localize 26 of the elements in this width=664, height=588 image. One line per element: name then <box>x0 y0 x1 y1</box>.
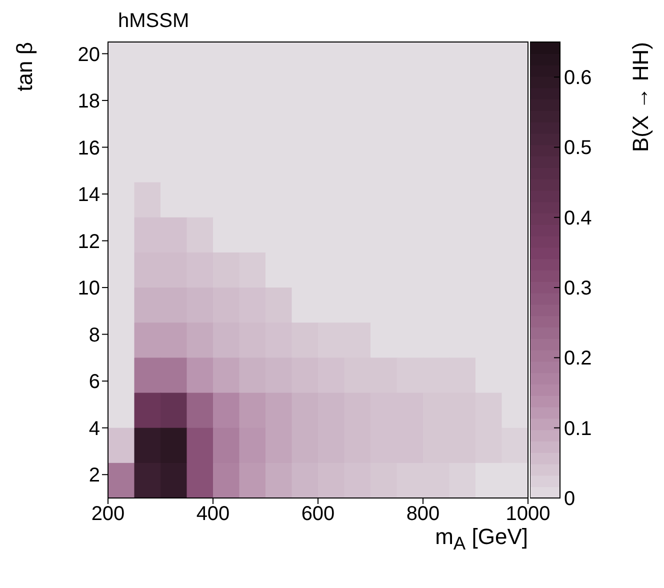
x-tick-label: 600 <box>301 503 335 526</box>
chart-title: hMSSM <box>118 10 190 33</box>
x-tick-label: 200 <box>91 503 125 526</box>
color-bar-title: B(X → HH) <box>628 42 654 152</box>
x-tick-label: 800 <box>406 503 440 526</box>
y-tick-label: 16 <box>78 137 100 160</box>
x-tick-label: 1000 <box>506 503 550 526</box>
y-tick-label: 8 <box>88 324 100 346</box>
y-tick-label: 10 <box>78 278 100 300</box>
y-tick-label: 20 <box>78 44 100 66</box>
y-tick-label: 2 <box>88 464 100 487</box>
y-tick-label: 4 <box>88 418 100 440</box>
y-axis-title: tan β <box>12 42 38 92</box>
color-bar-label: 0.3 <box>564 278 592 300</box>
y-tick-label: 12 <box>78 230 100 253</box>
color-bar-label: 0.2 <box>564 348 592 370</box>
y-tick-label: 14 <box>78 184 100 206</box>
color-bar-label: 0.1 <box>564 418 592 440</box>
y-tick-label: 18 <box>78 90 100 113</box>
x-axis-title: m$_{A}$ [GeV] <box>435 524 528 554</box>
color-bar-label: 0 <box>564 488 576 510</box>
y-tick-label: 6 <box>88 371 100 394</box>
color-bar-label: 0.6 <box>564 67 592 90</box>
x-tick-label: 400 <box>196 503 230 526</box>
color-bar-label: 0.5 <box>564 137 592 160</box>
color-bar-label: 0.4 <box>564 207 592 230</box>
